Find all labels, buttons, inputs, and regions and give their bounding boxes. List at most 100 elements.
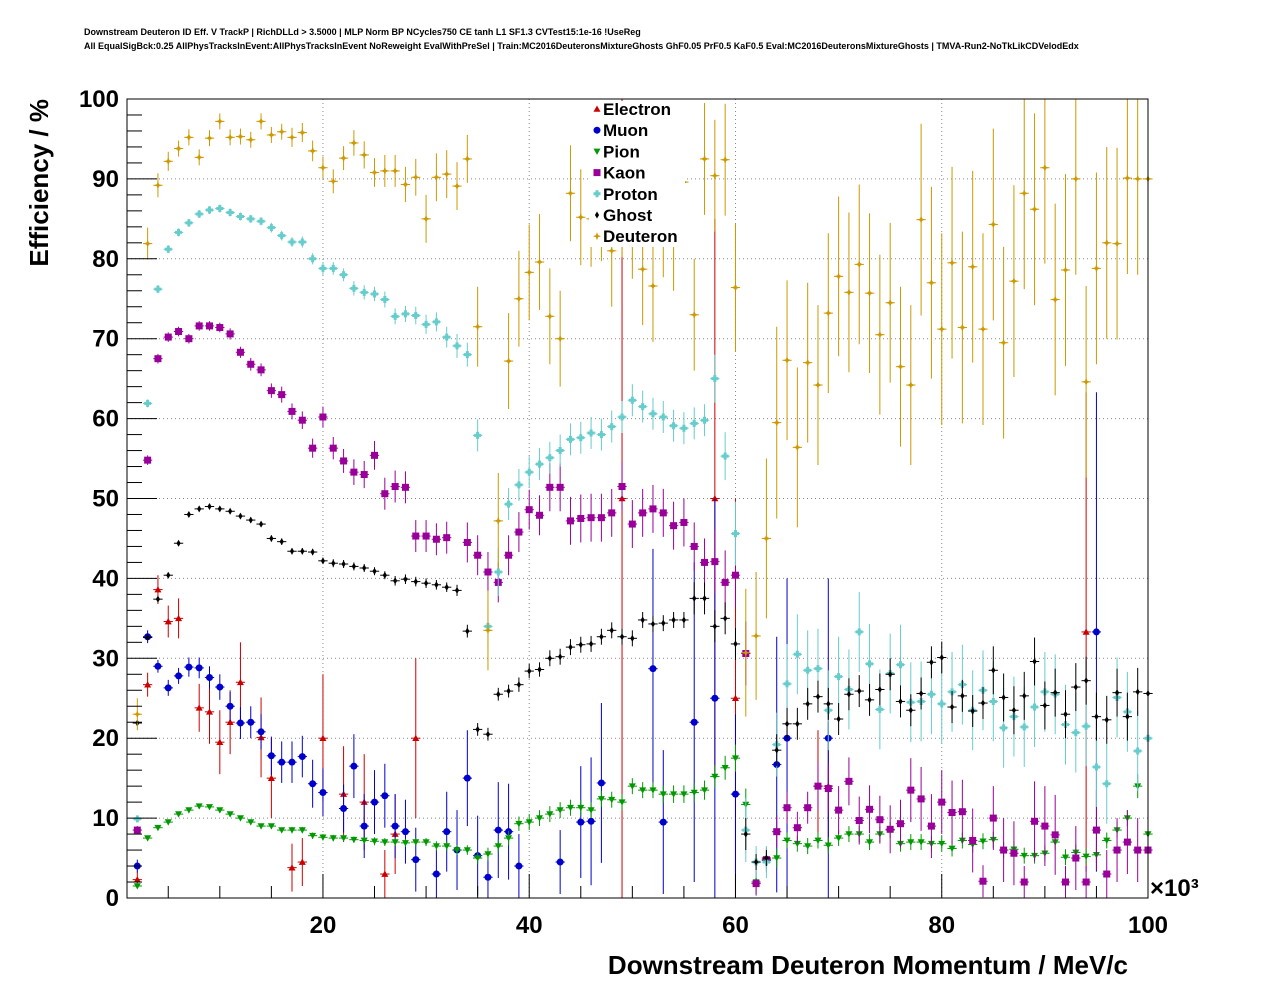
deuteron-point [1060,174,1071,366]
ghost-point [493,687,503,701]
data-point-marker [329,177,338,186]
data-point-marker [793,840,801,848]
data-point-marker [587,514,595,522]
data-point-marker [350,836,358,844]
data-point-marker [153,181,162,190]
data-point-marker [412,532,420,540]
kaon-point [411,520,421,553]
muon-point [266,736,277,775]
deuteron-point [844,212,854,373]
data-point-marker [350,468,358,476]
pion-point [421,838,431,847]
kaon-point [947,780,957,845]
data-point-marker [907,839,915,846]
data-point-marker [267,752,275,760]
data-point-marker [618,483,626,491]
kaon-point [926,794,937,859]
data-point-marker [731,283,740,292]
proton-point [328,261,338,275]
data-point-marker [958,323,967,332]
data-point-marker [411,173,420,182]
data-point-marker [423,579,429,587]
data-point-marker [309,832,317,840]
data-point-marker [278,232,286,240]
ghost-point [864,683,875,716]
kaon-point [968,808,978,873]
data-point-marker [711,558,719,566]
kaon-point [503,535,514,576]
deuteron-point [235,128,246,145]
deuteron-point [524,224,534,321]
data-point-marker [568,643,573,651]
proton-point [380,291,390,308]
data-point-marker [463,774,471,782]
legend-entry-kaon: Kaon [593,164,646,183]
data-point-marker [1061,854,1069,861]
legend-label: Deuteron [603,227,678,246]
data-point-marker [845,831,853,838]
data-point-marker [494,516,503,525]
data-point-marker [546,811,554,818]
x-tick-label: 20 [310,912,337,939]
data-point-marker [1051,831,1059,839]
data-point-marker [1042,701,1047,709]
pion-point [349,836,359,844]
data-point-marker [432,173,441,182]
muon-point [246,706,256,739]
pion-point [823,837,833,854]
data-point-marker [1103,870,1111,878]
proton-point [256,217,266,226]
ghost-point [266,534,277,542]
data-point-marker [948,845,956,852]
deuteron-point [421,194,431,243]
data-point-marker [536,815,544,822]
pion-point [679,785,689,803]
legend-label: Kaon [603,164,646,183]
ghost-point [916,677,926,710]
data-point-marker [329,444,337,452]
ghost-point [390,576,400,586]
data-point-marker [741,648,750,657]
kaon-point [390,470,400,503]
data-point-marker [793,650,801,658]
proton-point [586,417,596,449]
kaon-point [772,815,782,848]
data-point-marker [558,653,563,661]
data-point-marker [505,500,513,508]
data-point-marker [206,804,214,811]
kaon-point [1081,866,1091,898]
muon-point [225,691,235,721]
proton-point [514,468,524,501]
data-point-marker [154,355,162,363]
data-point-marker [515,862,523,870]
deuteron-point [720,103,730,216]
data-point-marker [339,154,348,163]
data-point-marker [896,661,904,669]
data-point-marker [577,434,585,442]
ghost-point [792,707,802,740]
data-point-marker [432,535,440,543]
deuteron-point [431,153,442,202]
deuteron-point [349,130,359,156]
data-point-marker [340,805,348,813]
muon-point [493,782,503,879]
ghost-point [359,564,369,573]
data-point-marker [216,324,224,332]
muon-point [307,759,318,808]
data-point-marker [659,509,667,517]
deuteron-point [483,590,493,671]
deuteron-point [163,151,173,171]
data-point-marker [721,452,729,460]
deuteron-point [937,233,947,425]
ghost-point [596,628,607,645]
ghost-point [400,574,411,584]
data-point-marker [279,538,284,546]
muon-point [297,735,307,778]
data-point-marker [659,791,667,798]
data-point-marker [154,285,162,293]
kaon-point [998,818,1009,883]
data-point-marker [711,495,719,502]
data-point-marker [958,808,966,816]
kaon-point [1019,866,1029,898]
ghost-point [194,505,204,513]
